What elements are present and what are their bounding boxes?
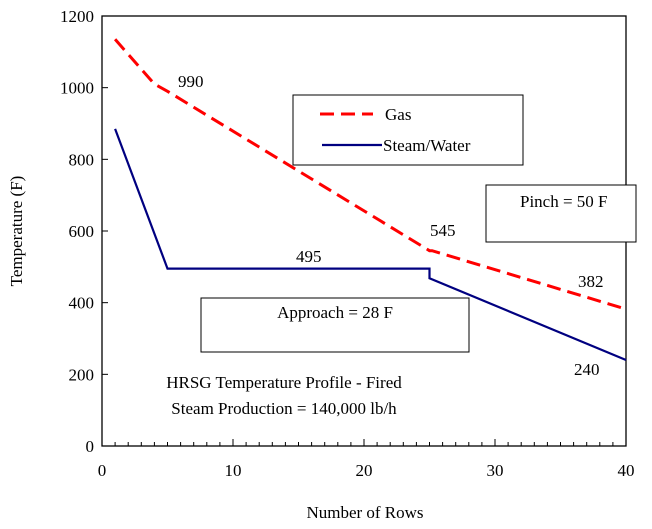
data-label-990: 990	[178, 72, 204, 91]
pinch-annotation: Pinch = 50 F	[485, 184, 637, 243]
x-tick-label: 10	[225, 461, 242, 480]
data-label-240: 240	[574, 360, 600, 379]
y-axis-ticks: 0 200 400 600 800 1000 1200	[60, 7, 108, 456]
chart-caption-line2: Steam Production = 140,000 lb/h	[171, 399, 397, 418]
y-tick-label: 1200	[60, 7, 94, 26]
y-tick-label: 0	[86, 437, 95, 456]
chart-caption-line1: HRSG Temperature Profile - Fired	[166, 373, 402, 392]
y-tick-label: 200	[69, 365, 95, 384]
legend: Gas Steam/Water	[292, 94, 524, 166]
approach-label: Approach = 28 F	[277, 303, 393, 322]
y-tick-label: 400	[69, 294, 95, 313]
y-axis-label: Temperature (F)	[7, 176, 26, 287]
y-tick-label: 600	[69, 222, 95, 241]
x-axis-ticks: 0 10 20 30 40	[98, 439, 635, 480]
series-line-gas	[113, 38, 627, 311]
approach-annotation: Approach = 28 F	[200, 297, 470, 353]
series-line-steam-water	[114, 128, 627, 362]
y-tick-label: 800	[69, 150, 95, 169]
y-tick-label: 1000	[60, 79, 94, 98]
data-label-382: 382	[578, 272, 604, 291]
x-tick-label: 30	[487, 461, 504, 480]
approach-box	[200, 297, 470, 353]
legend-label-steam-water: Steam/Water	[383, 136, 471, 155]
data-label-495: 495	[296, 247, 322, 266]
data-label-545: 545	[430, 221, 456, 240]
x-axis-label: Number of Rows	[306, 503, 423, 522]
legend-label-gas: Gas	[385, 105, 411, 124]
x-tick-label: 20	[356, 461, 373, 480]
x-tick-label: 0	[98, 461, 107, 480]
pinch-box	[485, 184, 637, 243]
pinch-label: Pinch = 50 F	[520, 192, 608, 211]
legend-box	[292, 94, 524, 166]
x-tick-label: 40	[618, 461, 635, 480]
x-minor-ticks	[114, 442, 614, 446]
